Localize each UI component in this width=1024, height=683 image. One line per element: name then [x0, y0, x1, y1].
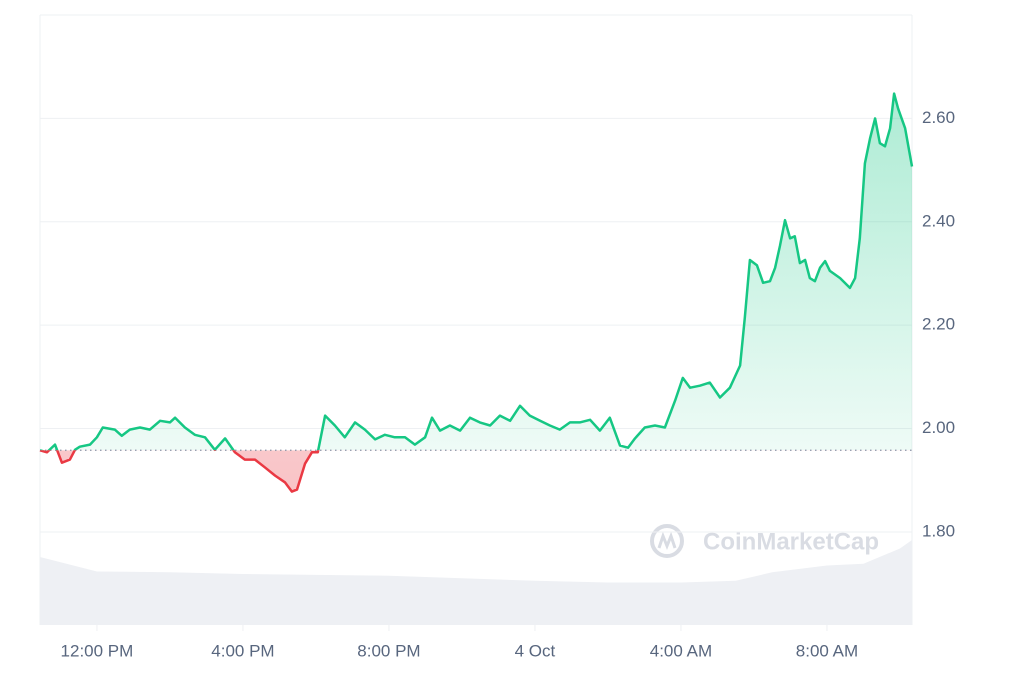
y-tick-label: 2.60: [922, 108, 955, 127]
x-tick-label: 12:00 PM: [61, 641, 134, 660]
x-tick-label: 8:00 AM: [796, 641, 858, 660]
y-tick-label: 2.40: [922, 211, 955, 230]
x-tick-label: 8:00 PM: [357, 641, 420, 660]
y-tick-label: 2.20: [922, 315, 955, 334]
price-line-up: [40, 92, 914, 451]
area-down: [40, 450, 319, 492]
watermark: CoinMarketCap: [650, 524, 879, 558]
x-tick-label: 4:00 PM: [211, 641, 274, 660]
volume-area: [40, 540, 912, 625]
watermark-text: CoinMarketCap: [703, 528, 879, 555]
area-up: [40, 93, 912, 451]
y-tick-label: 1.80: [922, 521, 955, 540]
x-tick-label: 4:00 AM: [650, 641, 712, 660]
x-tick-label: 4 Oct: [515, 641, 556, 660]
y-tick-label: 2.00: [922, 418, 955, 437]
